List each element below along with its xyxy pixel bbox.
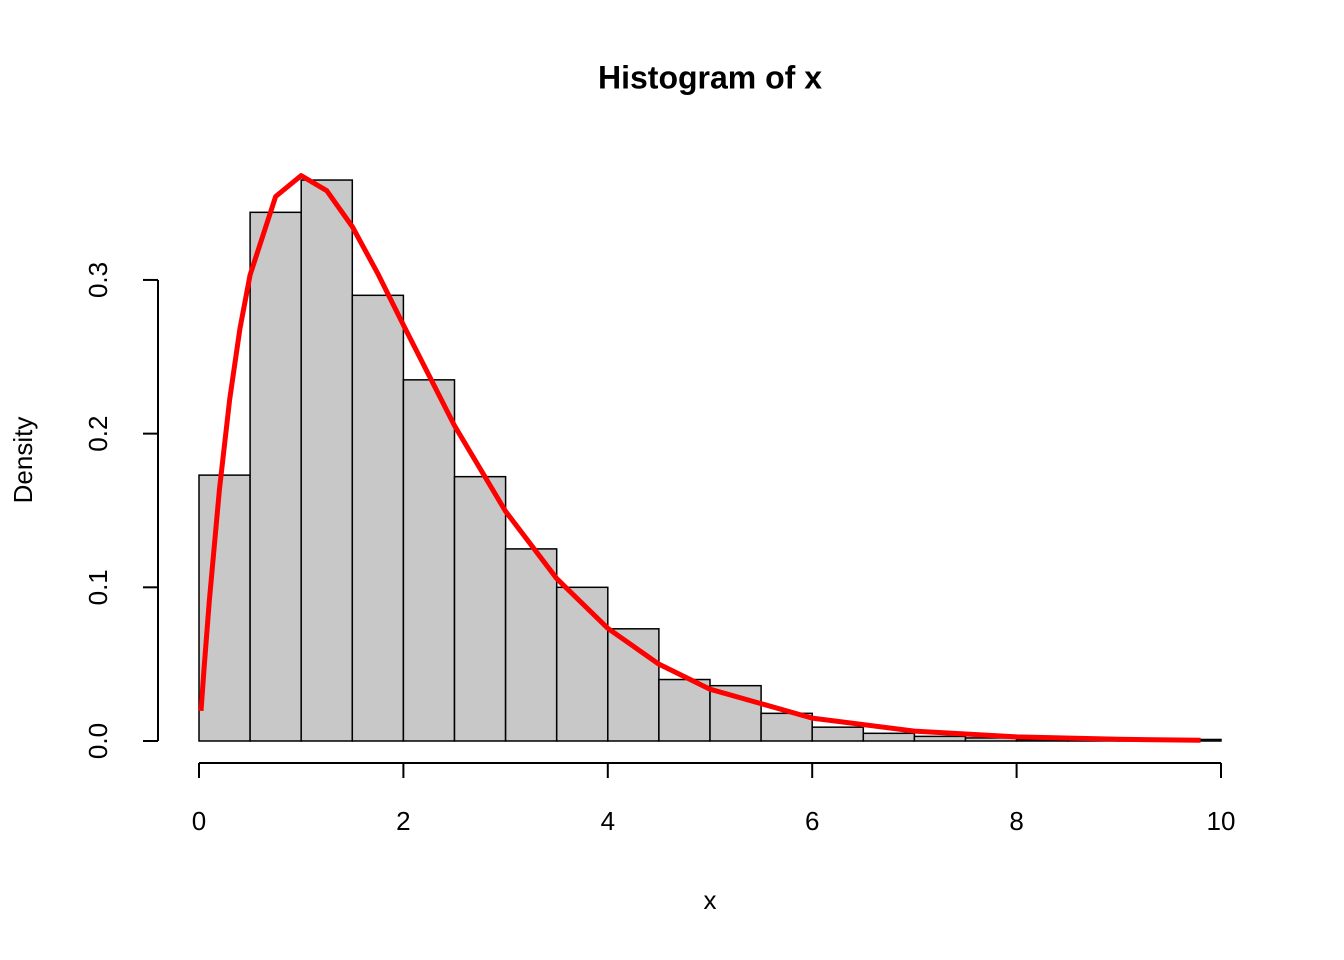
bar — [504, 548, 558, 742]
bar — [555, 586, 609, 742]
bar — [862, 732, 916, 742]
x-tick-label: 0 — [192, 806, 206, 836]
y-axis-label: Density — [8, 417, 38, 504]
bar — [913, 735, 967, 742]
y-tick-label: 0.1 — [83, 569, 113, 605]
chart-title: Histogram of x — [598, 59, 822, 95]
x-tick-label: 6 — [805, 806, 819, 836]
x-tick-label: 8 — [1009, 806, 1023, 836]
bar — [300, 179, 354, 742]
x-tick-label: 10 — [1207, 806, 1236, 836]
x-tick-label: 2 — [396, 806, 410, 836]
density-curve — [198, 173, 1201, 743]
bar — [249, 211, 302, 742]
y-tick-label: 0.0 — [83, 723, 113, 759]
bar — [658, 678, 711, 742]
bar — [811, 726, 865, 742]
bar — [453, 475, 507, 742]
bar — [351, 294, 405, 742]
x-tick-label: 4 — [601, 806, 615, 836]
y-tick-label: 0.2 — [83, 416, 113, 452]
x-axis-label: x — [704, 885, 717, 915]
y-tick-label: 0.3 — [83, 262, 113, 298]
bar — [402, 379, 456, 742]
